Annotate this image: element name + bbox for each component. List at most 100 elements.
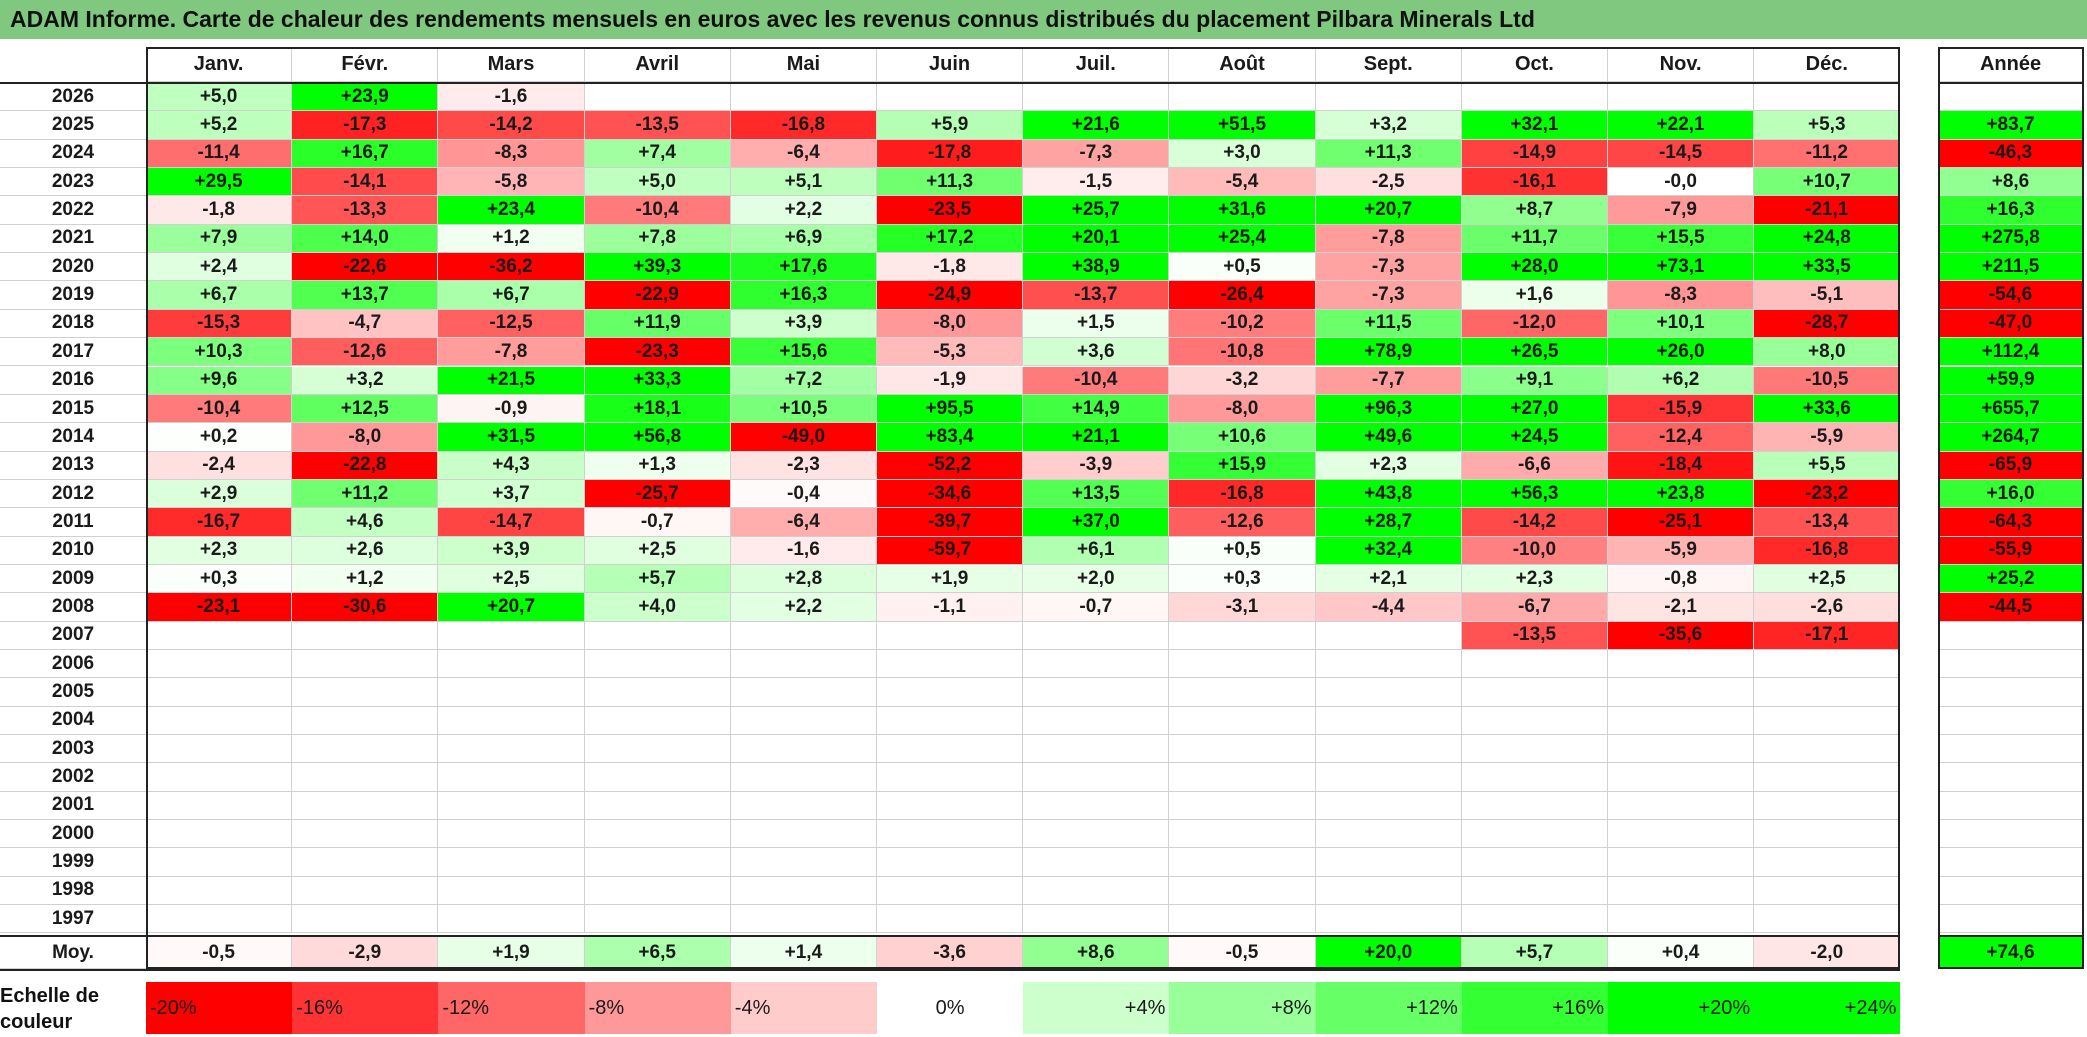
heatmap-cell: +2,2: [730, 196, 877, 225]
heatmap-cell: +56,8: [584, 423, 731, 452]
heatmap-cell: [438, 650, 585, 679]
heatmap-cell: -25,7: [584, 479, 731, 509]
heatmap-cell: +23,9: [292, 83, 439, 112]
heatmap-cell: +43,8: [1315, 479, 1462, 509]
heatmap-cell: +96,3: [1315, 394, 1462, 424]
header-divider: [0, 82, 1901, 84]
year-total-cell: +16,3: [1938, 196, 2084, 225]
heatmap-cell: +8,7: [1461, 196, 1608, 225]
heatmap-cell: -5,8: [438, 168, 585, 197]
heatmap-cell: +95,5: [877, 394, 1024, 424]
year-label: 2018: [0, 309, 146, 339]
heatmap-cell: -18,4: [1608, 451, 1755, 480]
heatmap-cell: +32,4: [1315, 536, 1462, 565]
heatmap-cell: -5,3: [877, 338, 1024, 367]
heatmap-cell: [730, 706, 877, 736]
heatmap-cell: [292, 621, 439, 650]
heatmap-cell: -36,2: [438, 253, 585, 282]
heatmap-cell: [1754, 820, 1901, 849]
heatmap-cell: +20,1: [1023, 224, 1170, 254]
heatmap-cell: [1754, 763, 1901, 792]
heatmap-cell: +11,5: [1315, 309, 1462, 339]
color-scale-swatch: +24%: [1754, 982, 1901, 1034]
heatmap-cell: -1,8: [146, 196, 293, 225]
year-total-cell: +25,2: [1938, 564, 2084, 594]
heatmap-cell: -16,8: [1169, 479, 1316, 509]
heatmap-cell: [292, 650, 439, 679]
heatmap-cell: [1023, 706, 1170, 736]
heatmap-cell: +5,9: [877, 111, 1024, 140]
heatmap-cell: [1169, 905, 1316, 934]
year-total-cell: [1938, 763, 2084, 792]
heatmap-cell: -10,4: [146, 394, 293, 424]
year-total-cell: -65,9: [1938, 451, 2084, 480]
heatmap-cell: +6,7: [146, 281, 293, 310]
heatmap-cell: [730, 621, 877, 650]
heatmap-cell: -7,3: [1315, 253, 1462, 282]
heatmap-cell: [877, 848, 1024, 877]
average-cell: +8,6: [1023, 937, 1170, 969]
heatmap-cell: +7,9: [146, 224, 293, 254]
heatmap-cell: [1461, 791, 1608, 821]
heatmap-cell: +23,8: [1608, 479, 1755, 509]
heatmap-cell: +21,5: [438, 366, 585, 395]
heatmap-cell: [1023, 678, 1170, 707]
heatmap-cell: -10,4: [584, 196, 731, 225]
column-header: Avril: [584, 47, 731, 82]
heatmap-cell: +1,2: [438, 224, 585, 254]
heatmap-cell: [292, 820, 439, 849]
heatmap-cell: [1023, 621, 1170, 650]
heatmap-cell: [146, 706, 293, 736]
year-total-cell: +211,5: [1938, 253, 2084, 282]
heatmap-cell: +20,7: [438, 593, 585, 622]
heatmap-cell: +2,1: [1315, 564, 1462, 594]
heatmap-cell: [877, 735, 1024, 764]
heatmap-cell: +16,7: [292, 139, 439, 169]
heatmap-cell: -14,9: [1461, 139, 1608, 169]
heatmap-cell: +56,3: [1461, 479, 1608, 509]
year-label: 2020: [0, 253, 146, 282]
year-label: 2016: [0, 366, 146, 395]
heatmap-cell: [1315, 706, 1462, 736]
heatmap-cell: -6,4: [730, 139, 877, 169]
heatmap-cell: -24,9: [877, 281, 1024, 310]
heatmap-cell: +31,6: [1169, 196, 1316, 225]
year-total-cell: +112,4: [1938, 338, 2084, 367]
average-cell: +1,9: [438, 937, 585, 969]
year-label: 2024: [0, 139, 146, 169]
heatmap-cell: +6,9: [730, 224, 877, 254]
year-total-cell: +275,8: [1938, 224, 2084, 254]
heatmap-cell: -5,9: [1608, 536, 1755, 565]
heatmap-cell: [877, 791, 1024, 821]
heatmap-cell: +6,1: [1023, 536, 1170, 565]
column-header: Déc.: [1754, 47, 1901, 82]
heatmap-cell: -7,7: [1315, 366, 1462, 395]
year-total-cell: +59,9: [1938, 366, 2084, 395]
heatmap-cell: [1315, 876, 1462, 906]
heatmap-cell: -22,8: [292, 451, 439, 480]
heatmap-cell: -14,1: [292, 168, 439, 197]
heatmap-cell: +3,0: [1169, 139, 1316, 169]
heatmap-cell: -11,4: [146, 139, 293, 169]
year-total-cell: [1938, 735, 2084, 764]
heatmap-cell: +21,1: [1023, 423, 1170, 452]
heatmap-cell: +39,3: [584, 253, 731, 282]
heatmap-cell: [1169, 763, 1316, 792]
heatmap-cell: -2,4: [146, 451, 293, 480]
heatmap-cell: +10,6: [1169, 423, 1316, 452]
year-total-cell: -46,3: [1938, 139, 2084, 169]
heatmap-cell: [730, 735, 877, 764]
heatmap-cell: +3,2: [1315, 111, 1462, 140]
heatmap-cell: [877, 706, 1024, 736]
color-scale-label: Echelle de couleur: [0, 984, 99, 1033]
color-scale-swatch: +8%: [1169, 982, 1316, 1034]
heatmap-cell: [1754, 791, 1901, 821]
heatmap-cell: +5,0: [146, 83, 293, 112]
heatmap-cell: +2,5: [1754, 564, 1901, 594]
column-header: Juil.: [1023, 47, 1170, 82]
heatmap-cell: +18,1: [584, 394, 731, 424]
heatmap-cell: -3,9: [1023, 451, 1170, 480]
year-label: 2017: [0, 338, 146, 367]
column-header: Juin: [877, 47, 1024, 82]
heatmap-cell: +5,0: [584, 168, 731, 197]
